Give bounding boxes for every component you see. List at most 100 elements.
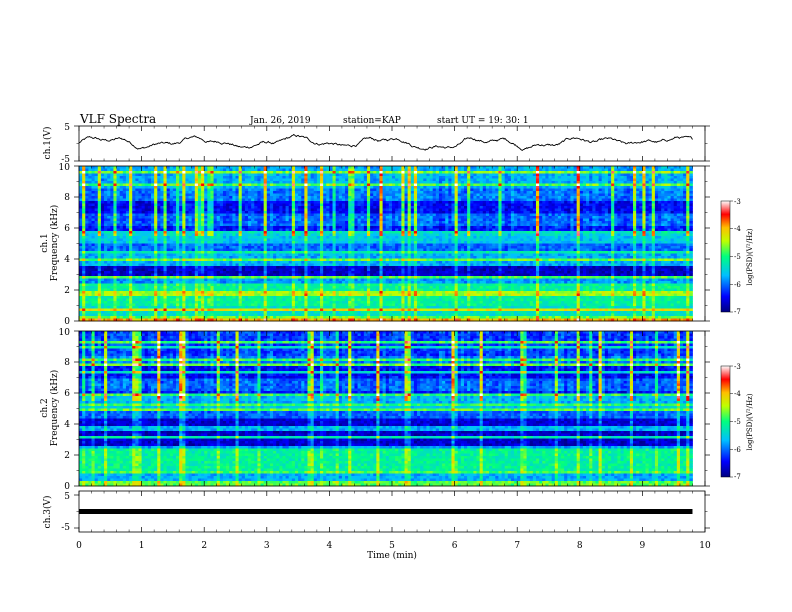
spectrogram-cell bbox=[323, 186, 327, 189]
spectrogram-cell bbox=[219, 178, 224, 182]
spectrogram-cell bbox=[683, 176, 687, 179]
spectrogram-cell bbox=[479, 196, 484, 199]
spectrogram-cell bbox=[463, 196, 468, 199]
spectrogram-cell bbox=[539, 208, 543, 212]
spectrogram-cell bbox=[235, 208, 240, 212]
spectrogram-cell bbox=[185, 221, 189, 224]
spectrogram-cell bbox=[388, 186, 393, 189]
spectrogram-cell bbox=[454, 191, 459, 194]
spectrogram-cell bbox=[485, 186, 490, 189]
spectrogram-cell bbox=[213, 181, 218, 184]
spectrogram-cell bbox=[294, 186, 299, 189]
spectrogram-cell bbox=[557, 171, 562, 174]
spectrogram-cell bbox=[404, 198, 409, 202]
spectrogram-cell bbox=[448, 218, 452, 222]
spectrogram-cell bbox=[254, 216, 258, 219]
spectrogram-cell bbox=[125, 188, 130, 192]
spectrogram-cell bbox=[467, 216, 471, 219]
spectrogram-cell bbox=[82, 196, 86, 199]
spectrogram-cell bbox=[570, 211, 574, 214]
spectrogram-cell bbox=[626, 206, 631, 209]
spectrogram-cell bbox=[376, 208, 380, 212]
spectrogram-cell bbox=[260, 168, 265, 172]
spectrogram-cell bbox=[576, 166, 581, 169]
spectrogram-cell bbox=[194, 221, 199, 224]
spectrogram-cell bbox=[520, 181, 524, 184]
spectrogram-cell bbox=[185, 181, 189, 184]
spectrogram-cell bbox=[376, 206, 380, 209]
spectrogram-cell bbox=[273, 186, 277, 189]
spectrogram-cell bbox=[523, 188, 527, 192]
spectrogram-cell bbox=[395, 206, 399, 209]
spectrogram-cell bbox=[548, 176, 553, 179]
spectrogram-cell bbox=[335, 183, 340, 187]
spectrogram-cell bbox=[88, 201, 92, 204]
spectrogram-cell bbox=[639, 171, 643, 174]
spectrogram-cell bbox=[639, 223, 643, 227]
spectrogram-cell bbox=[94, 223, 99, 227]
spectrogram-cell bbox=[673, 211, 678, 214]
spectrogram-cell bbox=[263, 173, 268, 177]
spectrogram-cell bbox=[570, 173, 574, 177]
spectrogram-cell bbox=[407, 206, 412, 209]
spectrogram-cell bbox=[335, 203, 340, 207]
spectrogram-cell bbox=[138, 218, 142, 222]
spectrogram-cell bbox=[138, 173, 142, 177]
spectrogram-cell bbox=[523, 183, 527, 187]
spectrogram-cell bbox=[498, 208, 502, 212]
spectrogram-cell bbox=[460, 208, 465, 212]
spectrogram-cell bbox=[689, 176, 693, 179]
spectrogram-cell bbox=[135, 218, 139, 222]
spectrogram-cell bbox=[614, 188, 618, 192]
spectrogram-cell bbox=[263, 223, 268, 227]
spectrogram-cell bbox=[401, 226, 405, 229]
spectrogram-cell bbox=[392, 208, 396, 212]
spectrogram-cell bbox=[97, 196, 102, 199]
spectrogram-cell bbox=[229, 196, 233, 199]
spectrogram-cell bbox=[429, 201, 434, 204]
spectrogram-cell bbox=[251, 218, 255, 222]
spectrogram-cell bbox=[514, 216, 518, 219]
spectrogram-cell bbox=[360, 171, 365, 174]
spectrogram-cell bbox=[683, 188, 687, 192]
spectrogram-cell bbox=[410, 171, 415, 174]
spectrogram-cell bbox=[229, 226, 233, 229]
spectrogram-cell bbox=[442, 218, 446, 222]
spectrogram-cell bbox=[288, 221, 293, 224]
spectrogram-cell bbox=[398, 198, 402, 202]
spectrogram-cell bbox=[191, 176, 196, 179]
spectrogram-cell bbox=[535, 226, 540, 229]
spectrogram-cell bbox=[320, 188, 324, 192]
spectrogram-cell bbox=[589, 178, 593, 182]
spectrogram-cell bbox=[294, 171, 299, 174]
spectrogram-cell bbox=[579, 193, 584, 197]
spectrogram-cell bbox=[116, 181, 121, 184]
spectrogram-cell bbox=[482, 221, 487, 224]
spectrogram-cell bbox=[348, 218, 352, 222]
spectrogram-cell bbox=[219, 201, 224, 204]
spectrogram-cell bbox=[676, 168, 681, 172]
spectrogram-cell bbox=[288, 183, 293, 187]
spectrogram-cell bbox=[107, 221, 111, 224]
spectrogram-cell bbox=[445, 171, 449, 174]
spectrogram-cell bbox=[91, 198, 96, 202]
spectrogram-cell bbox=[604, 193, 609, 197]
spectrogram-cell bbox=[304, 206, 308, 209]
spectrogram-cell bbox=[276, 223, 280, 227]
spectrogram-cell bbox=[570, 188, 574, 192]
spectrogram-cell bbox=[257, 186, 261, 189]
spectrogram-cell bbox=[307, 191, 312, 194]
spectrogram-cell bbox=[197, 166, 202, 169]
spectrogram-cell bbox=[460, 193, 465, 197]
spectrogram-cell bbox=[392, 168, 396, 172]
spectrogram-cell bbox=[210, 203, 214, 207]
spectrogram-cell bbox=[354, 181, 358, 184]
spectrogram-cell bbox=[582, 183, 587, 187]
spectrogram-cell bbox=[257, 188, 261, 192]
spectrogram-cell bbox=[326, 193, 330, 197]
spectrogram-cell bbox=[501, 183, 506, 187]
spectrogram-cell bbox=[157, 193, 161, 197]
spectrogram-cell bbox=[567, 211, 571, 214]
spectrogram-cell bbox=[191, 178, 196, 182]
spectrogram-cell bbox=[94, 191, 99, 194]
